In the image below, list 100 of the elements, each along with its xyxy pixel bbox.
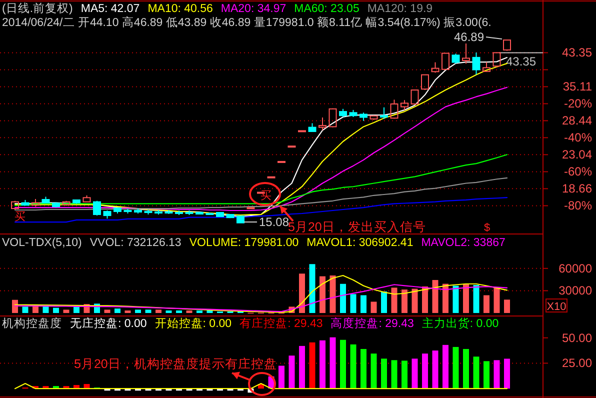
bar [504,358,510,389]
annotation: 5月20日，发出买入信号 [288,220,426,234]
annotation: VVOL: 732126.13 [90,237,182,249]
text: 主力出货: 0.00 [422,316,499,330]
bar [74,306,80,313]
bar [156,310,162,313]
bar [484,295,490,313]
bar [370,302,377,313]
bar [114,308,120,313]
bar [330,337,336,389]
bar [288,356,295,389]
text: MA120: 19.9 [367,3,433,15]
bar [350,294,356,313]
bar [340,340,346,389]
y-tick-label: 28.44 [562,114,592,128]
bar [412,358,418,389]
bar [412,288,418,313]
text: MA20: 34.97 [220,3,286,15]
bar [320,340,326,389]
ref-line-label: 43.35 [506,54,536,69]
y-tick-label: 30000 [558,284,592,298]
text: 无庄控盘: 0.00 [70,316,147,330]
annotation: 买 [14,211,26,223]
bar [473,284,480,313]
bar [473,356,480,389]
bar [391,360,398,389]
bar [463,348,469,389]
text: MA10: 40.56 [148,3,213,15]
text: 开始控盘: 0.00 [154,317,232,330]
series-label: 高度控盘: 29.43 [330,316,414,330]
bar [22,306,28,313]
bar [381,291,387,313]
y-axis-title: X10 [546,301,566,313]
y-tick-label: 60000 [558,261,592,276]
bar [309,264,316,313]
y-tick-label: 43.35 [562,46,592,60]
bar [494,288,500,313]
y-tick-label: 35.11 [562,80,592,94]
annotation: 买 [260,190,272,202]
bar [166,310,172,313]
y2-tick-label: -40% [564,130,592,145]
annotation: 46.89 [454,30,484,44]
bar [422,286,428,313]
y2-tick-label: -60% [564,164,592,179]
bar [494,360,500,389]
bar [391,288,398,313]
bar [278,366,284,389]
bar [452,286,459,313]
y-tick-label: 25.00 [562,356,592,370]
bar [432,280,438,313]
bar [463,284,469,313]
bar [484,361,490,389]
y2-tick-label: -80% [564,198,592,213]
bar [402,360,408,389]
y-tick-label: 50.00 [562,330,592,345]
bar [340,284,346,313]
y-tick-label: 23.04 [562,148,592,162]
chart-title: (日线.前复权) [2,2,74,15]
line-series [14,284,508,312]
bar [309,342,316,389]
bar [104,310,110,313]
annotation: 15.08 [259,215,290,229]
text: MAVOL2: 33867 [421,237,506,249]
bar [196,310,202,313]
bar [360,295,366,313]
bar [63,310,70,313]
y2-tick-label: -20% [564,96,592,111]
text: MAVOL1: 306902.41 [306,237,414,249]
bar [299,346,305,389]
annotation: 5月20日，机构控盘度提示有庄控盘 [74,356,277,371]
text: MA60: 23.05 [294,3,360,15]
bar [299,274,305,313]
bar [350,344,356,389]
y-tick-label: 18.66 [562,182,592,196]
bar [432,350,438,389]
annotation: $ [484,222,490,234]
annotation: VOLUME: 179981.00 [189,237,299,249]
bar [381,358,387,389]
text: MA5: 42.07 [80,3,140,15]
bar [452,346,459,389]
bar [442,344,448,389]
bar [145,310,152,313]
bar [320,276,326,313]
chart-title: 机构控盘度 [2,316,62,330]
bar [206,310,213,313]
series-label: 有庄控盘: 29.43 [240,316,323,330]
line-series [14,274,508,313]
bar [330,275,336,313]
bar [176,310,182,313]
line-series [14,154,508,206]
bar [504,300,510,313]
bar [135,310,141,313]
bar [402,290,408,313]
bar [53,308,59,313]
bar [370,354,377,389]
bar [360,348,366,389]
bar [422,354,428,389]
bar [124,310,131,313]
bar [442,284,448,313]
chart-title: VOL-TDX(5,10) [2,237,82,249]
